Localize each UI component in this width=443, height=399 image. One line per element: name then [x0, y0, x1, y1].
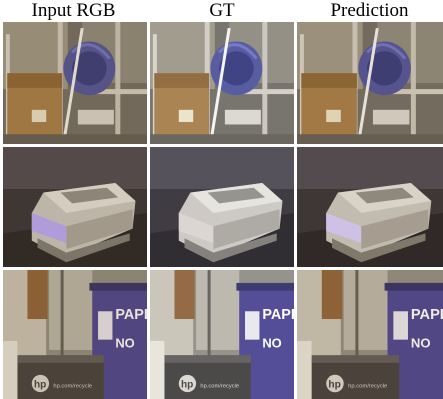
header-gt: GT: [209, 0, 235, 21]
no-label: NO: [115, 335, 134, 350]
url-text: hp.com/recycle: [53, 383, 92, 389]
url-text: hp.com/recycle: [348, 383, 387, 389]
header-input-rgb: Input RGB: [31, 0, 116, 21]
photo-scene-lab-prediction: [297, 22, 443, 144]
paper-label: PAPER: [115, 307, 147, 323]
photo-scene-paper-box-prediction: PAPER NO hp hp.com/recycle: [297, 270, 443, 399]
photo-scene-printer-input-rgb: [3, 147, 147, 267]
no-label: NO: [411, 335, 431, 350]
photo-scene-paper-box-input-rgb: PAPER NO hp hp.com/recycle: [3, 270, 147, 399]
photo-scene-lab-input-rgb: [3, 22, 147, 144]
url-text: hp.com/recycle: [200, 383, 239, 389]
photo-scene-printer-prediction: [297, 147, 443, 267]
paper-label: PAPER: [411, 307, 443, 323]
photo-scene-paper-box-gt: PAPER NO hp hp.com/recycle: [150, 270, 294, 399]
paper-label: PAPER: [262, 307, 294, 323]
photo-scene-lab-gt: [150, 22, 294, 144]
hp-logo-text: hp: [181, 379, 193, 390]
hp-logo-text: hp: [328, 379, 340, 390]
hp-logo-text: hp: [34, 379, 46, 390]
header-prediction: Prediction: [330, 0, 409, 21]
photo-scene-printer-gt: [150, 147, 294, 267]
no-label: NO: [262, 335, 281, 350]
